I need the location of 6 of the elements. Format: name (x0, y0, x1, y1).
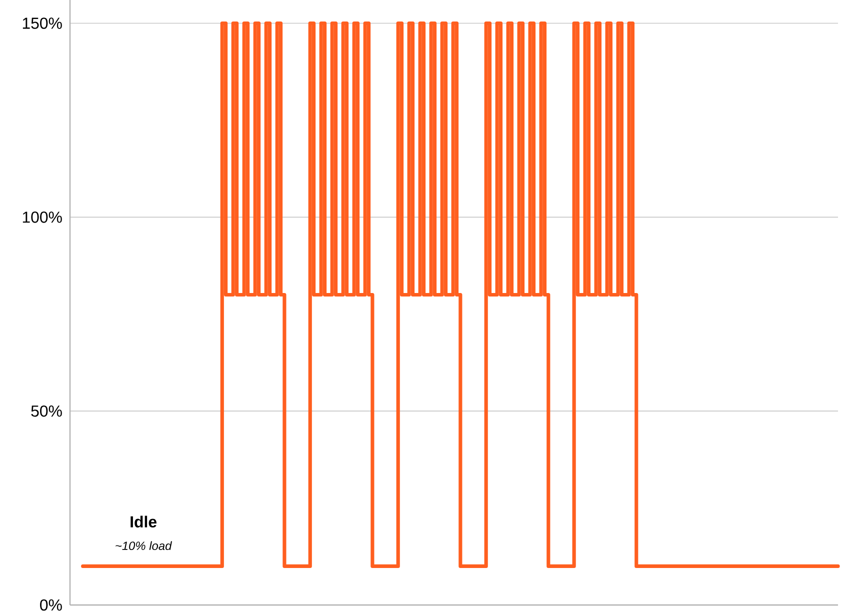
annotation: Idle (130, 516, 157, 528)
annotation: ~10% load (116, 541, 172, 550)
y-tick-label: 50% (31, 405, 62, 417)
y-tick-label: 150% (22, 18, 62, 29)
y-tick-label: 0% (40, 599, 62, 611)
y-tick-label: 100% (22, 212, 62, 223)
